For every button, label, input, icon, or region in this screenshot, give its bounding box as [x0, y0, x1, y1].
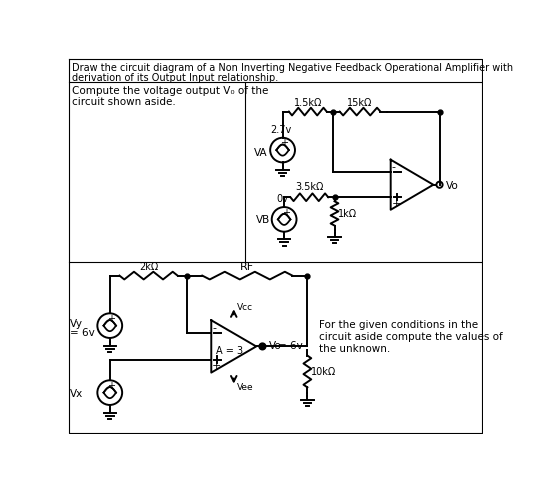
Text: 3.5kΩ: 3.5kΩ — [295, 182, 323, 192]
Text: For the given conditions in the: For the given conditions in the — [319, 320, 478, 330]
Text: derivation of its Output Input relationship.: derivation of its Output Input relations… — [72, 72, 278, 82]
Text: +: + — [282, 207, 289, 217]
Text: circuit shown aside.: circuit shown aside. — [72, 97, 176, 107]
Text: -: - — [391, 162, 395, 172]
Text: VB: VB — [256, 215, 270, 225]
Text: the unknown.: the unknown. — [319, 343, 390, 353]
Text: Vo: Vo — [446, 181, 459, 190]
Text: +: + — [391, 199, 401, 208]
Text: 1kΩ: 1kΩ — [338, 209, 358, 219]
Text: 0v: 0v — [277, 194, 288, 204]
Text: +: + — [107, 313, 115, 323]
Text: 10kΩ: 10kΩ — [311, 366, 337, 377]
Text: VA: VA — [254, 147, 268, 157]
Text: = 6v: = 6v — [278, 340, 303, 350]
Text: circuit aside compute the values of: circuit aside compute the values of — [319, 331, 503, 341]
Text: Compute the voltage output V₀ of the: Compute the voltage output V₀ of the — [72, 86, 268, 96]
Text: +: + — [280, 138, 288, 148]
Text: Vx: Vx — [70, 388, 83, 398]
Text: Vcc: Vcc — [237, 302, 253, 311]
Text: +: + — [107, 380, 115, 390]
Text: 1.5kΩ: 1.5kΩ — [294, 98, 322, 108]
Text: -: - — [212, 323, 216, 333]
Text: Draw the circuit diagram of a Non Inverting Negative Feedback Operational Amplif: Draw the circuit diagram of a Non Invert… — [72, 62, 513, 72]
Text: A = 3: A = 3 — [216, 346, 243, 356]
Text: Vy: Vy — [70, 318, 83, 328]
Text: 2kΩ: 2kΩ — [139, 262, 158, 271]
Text: = 6v: = 6v — [70, 327, 95, 337]
Text: 15kΩ: 15kΩ — [347, 98, 373, 108]
Text: Vee: Vee — [237, 382, 253, 391]
Text: +: + — [212, 361, 221, 370]
Text: 2.7v: 2.7v — [271, 124, 292, 135]
Text: Vo: Vo — [268, 340, 281, 350]
Text: RF: RF — [240, 262, 255, 271]
